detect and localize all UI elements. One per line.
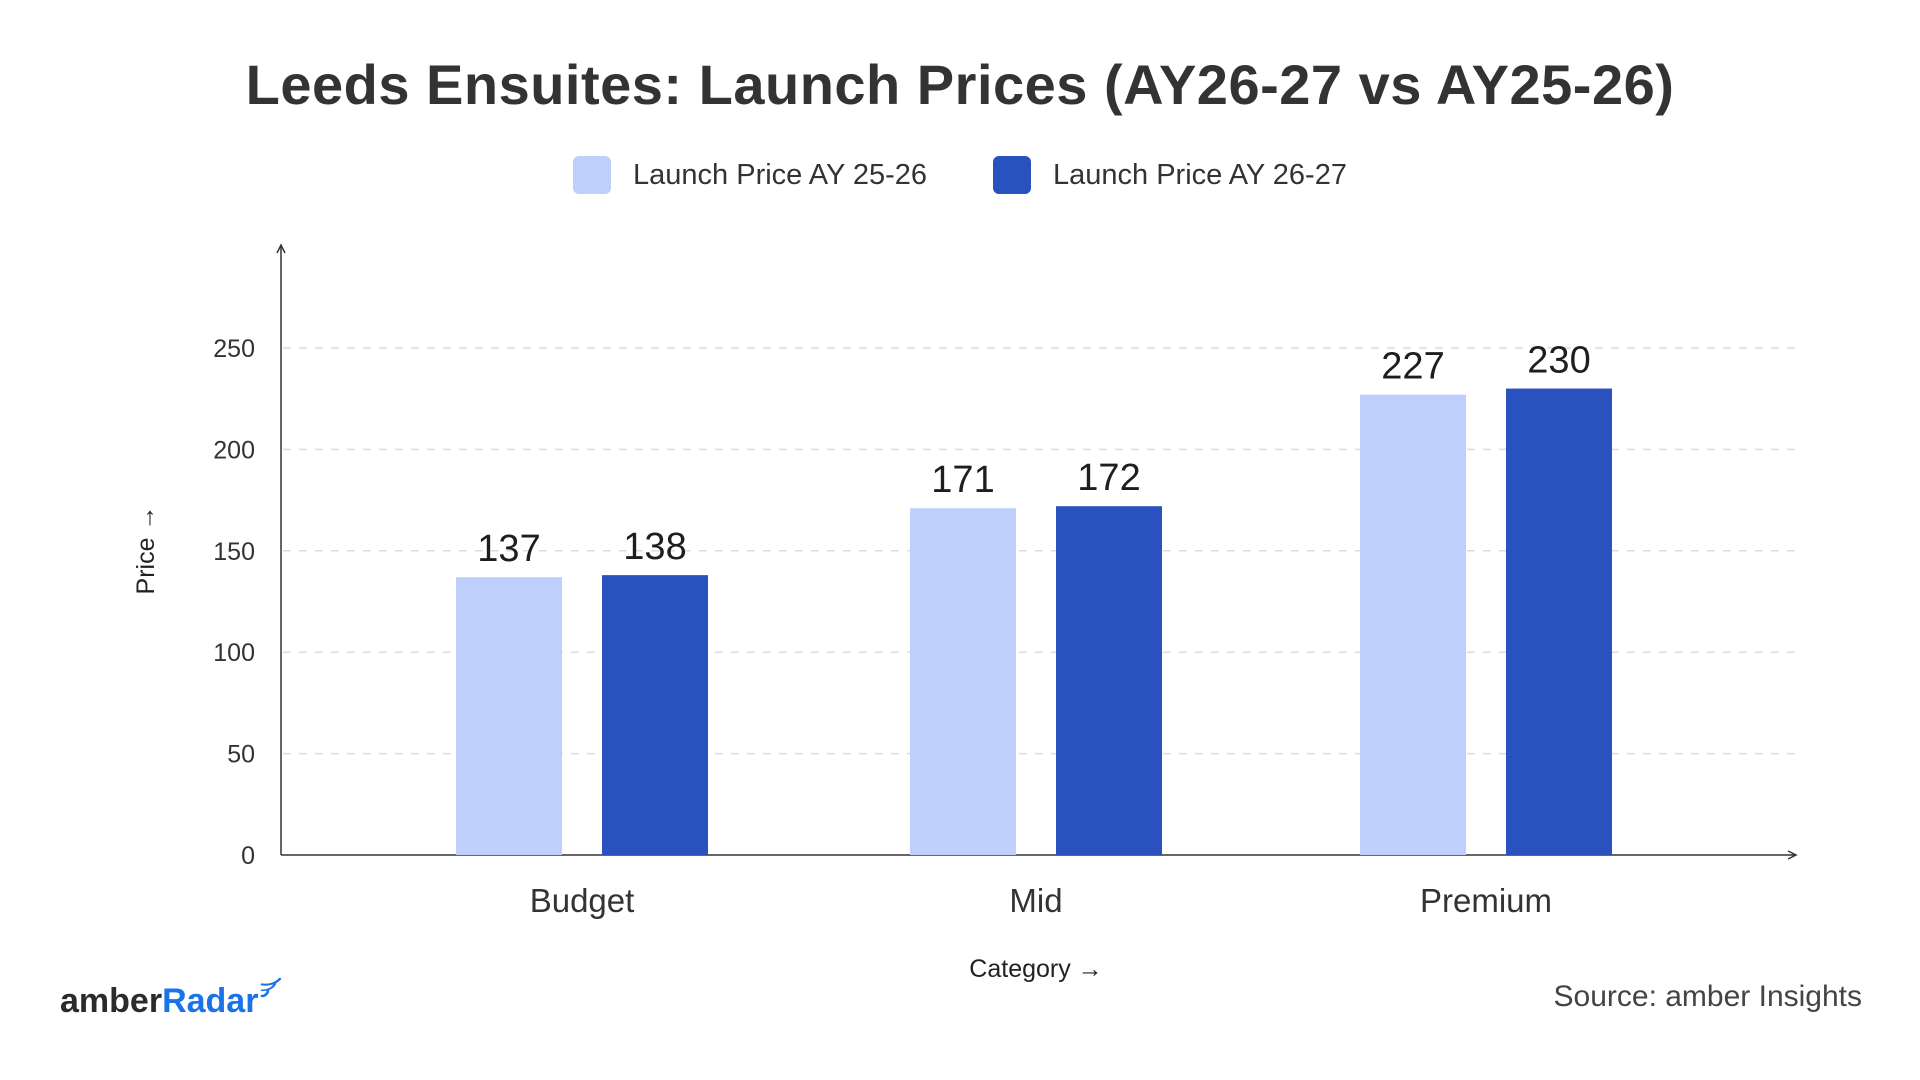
legend-item-ay25-26: Launch Price AY 25-26	[573, 156, 927, 194]
chart-title: Leeds Ensuites: Launch Prices (AY26-27 v…	[245, 53, 1675, 116]
data-label-mid-series-1: 171	[931, 459, 994, 501]
data-label-premium-series-1: 227	[1381, 346, 1444, 388]
legend: Launch Price AY 25-26 Launch Price AY 26…	[0, 156, 1920, 194]
bar-budget-series-1	[456, 577, 562, 855]
y-tick-label-0: 0	[241, 842, 255, 870]
data-label-premium-series-2: 230	[1527, 340, 1590, 382]
bar-premium-series-1	[1360, 394, 1466, 855]
y-tick-label-200: 200	[213, 436, 255, 464]
x-axis-arrow	[1787, 850, 1798, 860]
y-tick-label-250: 250	[213, 335, 255, 363]
x-axis-title: Category →	[969, 955, 1102, 983]
brand-name-part2: Radar	[162, 982, 259, 1020]
bar-mid-series-1	[910, 508, 1016, 855]
bar-premium-series-2	[1506, 388, 1612, 855]
x-tick-label-mid: Mid	[1009, 882, 1062, 919]
legend-label-ay25-26: Launch Price AY 25-26	[633, 158, 927, 191]
y-tick-label-100: 100	[213, 639, 255, 667]
legend-label-ay26-27: Launch Price AY 26-27	[1053, 158, 1347, 191]
y-tick-label-50: 50	[227, 741, 255, 769]
legend-item-ay26-27: Launch Price AY 26-27	[993, 156, 1347, 194]
legend-swatch-ay25-26	[573, 156, 612, 194]
brand-logo: amber Radar	[60, 977, 283, 1021]
bar-budget-series-2	[602, 575, 708, 855]
y-tick-label-150: 150	[213, 538, 255, 566]
signal-waves-icon	[261, 977, 282, 998]
data-label-mid-series-2: 172	[1077, 457, 1140, 499]
data-label-budget-series-1: 137	[477, 528, 540, 570]
data-label-budget-series-2: 138	[623, 526, 686, 568]
legend-swatch-ay26-27	[993, 156, 1031, 194]
x-tick-label-premium: Premium	[1420, 882, 1552, 919]
source-note: Source: amber Insights	[1553, 980, 1862, 1013]
brand-name-part1: amber	[60, 982, 163, 1020]
bar-mid-series-2	[1056, 506, 1162, 855]
x-tick-label-budget: Budget	[530, 882, 635, 919]
y-axis-arrow	[276, 243, 286, 254]
y-axis-title: Price →	[132, 506, 160, 595]
